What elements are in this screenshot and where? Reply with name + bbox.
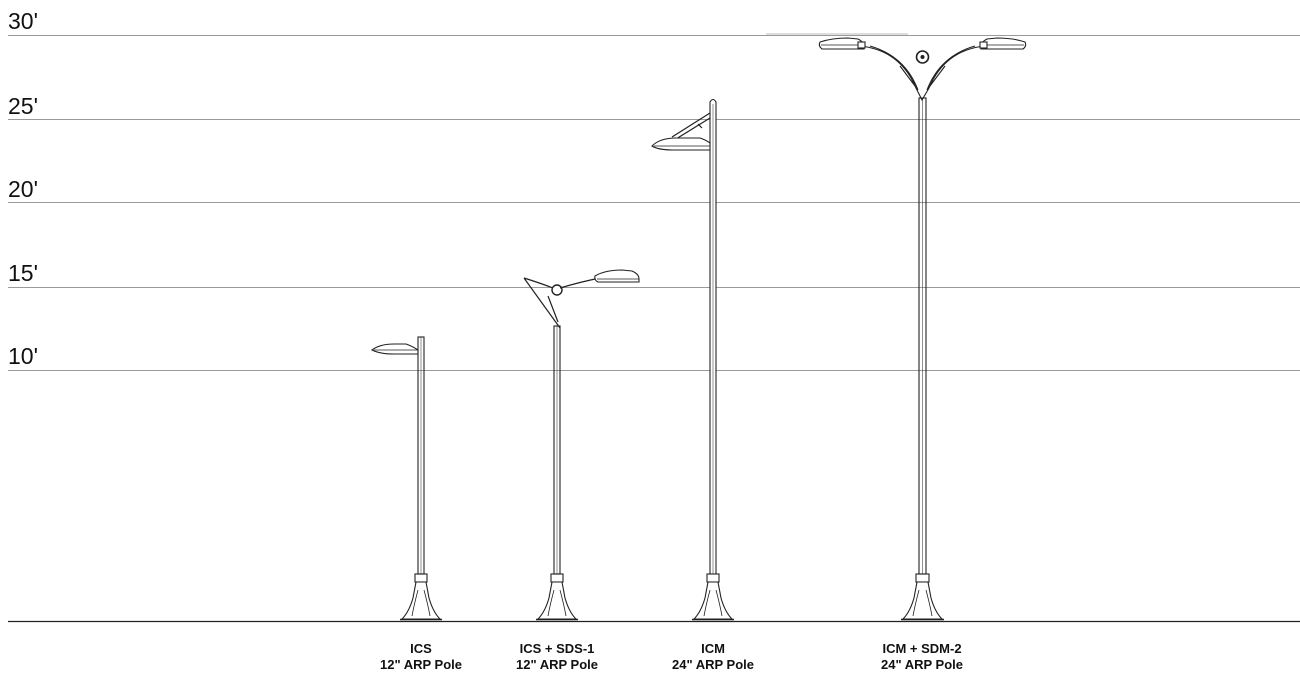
arm-icm — [671, 112, 711, 140]
caption-fixture-name: ICM — [701, 641, 725, 656]
height-label-20ft: 20' — [8, 176, 38, 202]
height-label-25ft: 25' — [8, 93, 38, 119]
pole-ics-sds-1 — [523, 269, 640, 621]
caption-pole-type: 24" ARP Pole — [671, 657, 755, 672]
luminaire-sdm-2-right — [980, 37, 1027, 50]
caption-icm-sdm-2: ICM + SDM-2 24" ARP Pole — [842, 641, 1002, 673]
caption-fixture-name: ICS — [410, 641, 432, 656]
caption-fixture-name: ICS + SDS-1 — [519, 641, 595, 656]
height-gridlines — [8, 35, 1300, 371]
pole-icm-sdm-2 — [766, 33, 1027, 621]
luminaire-ics — [370, 343, 419, 355]
caption-ics: ICS 12" ARP Pole — [341, 641, 501, 673]
caption-pole-type: 12" ARP Pole — [379, 657, 463, 672]
caption-pole-type: 12" ARP Pole — [515, 657, 599, 672]
luminaire-sds-1 — [594, 269, 640, 283]
caption-icm: ICM 24" ARP Pole — [633, 641, 793, 673]
bracket-sds-1 — [523, 277, 561, 329]
luminaire-sdm-2-left — [818, 37, 865, 50]
height-label-30ft: 30' — [8, 8, 38, 34]
pole-icm — [651, 98, 734, 621]
bracket-sdm-2 — [859, 45, 986, 102]
pole-ics — [370, 336, 442, 621]
luminaire-icm — [651, 137, 711, 151]
height-label-15ft: 15' — [8, 260, 38, 286]
caption-fixture-name: ICM + SDM-2 — [882, 641, 962, 656]
caption-ics-sds-1: ICS + SDS-1 12" ARP Pole — [477, 641, 637, 673]
height-label-10ft: 10' — [8, 343, 38, 369]
caption-pole-type: 24" ARP Pole — [880, 657, 964, 672]
